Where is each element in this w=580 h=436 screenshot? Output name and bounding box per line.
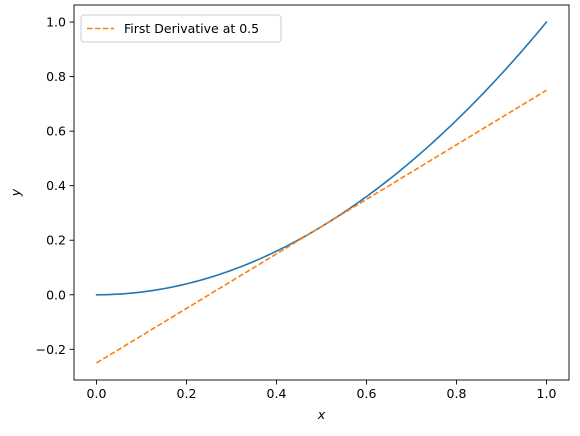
y-tick-label: 1.0 bbox=[46, 15, 66, 30]
x-tick-label: 0.8 bbox=[447, 386, 467, 401]
series-line-1 bbox=[95, 21, 548, 296]
legend-label: First Derivative at 0.5 bbox=[124, 21, 259, 36]
y-axis-label: y bbox=[8, 188, 23, 197]
y-tick-label: 0.8 bbox=[46, 69, 66, 84]
y-tick-label: −0.2 bbox=[36, 342, 66, 357]
y-tick-label: 0.0 bbox=[46, 287, 66, 302]
y-tick-label: 0.6 bbox=[46, 124, 66, 139]
x-tick-label: 0.0 bbox=[87, 386, 107, 401]
y-tick-label: 0.2 bbox=[46, 233, 66, 248]
plot-area bbox=[95, 21, 548, 364]
x-tick-label: 0.4 bbox=[267, 386, 287, 401]
x-tick-label: 0.2 bbox=[177, 386, 197, 401]
legend: First Derivative at 0.5 bbox=[80, 14, 282, 43]
x-axis-label: x bbox=[317, 407, 326, 422]
x-tick-label: 0.6 bbox=[357, 386, 377, 401]
legend-box bbox=[80, 14, 282, 43]
series-line-2 bbox=[96, 89, 547, 364]
axes: 0.0 0.2 0.4 0.6 0.8 1.0 −0.2 0.0 0.2 0.4 0.6 0.8 1.0… bbox=[8, 4, 570, 422]
y-tick-label: 0.4 bbox=[46, 178, 66, 193]
axes-frame bbox=[73, 4, 570, 381]
x-tick-label: 1.0 bbox=[537, 386, 557, 401]
